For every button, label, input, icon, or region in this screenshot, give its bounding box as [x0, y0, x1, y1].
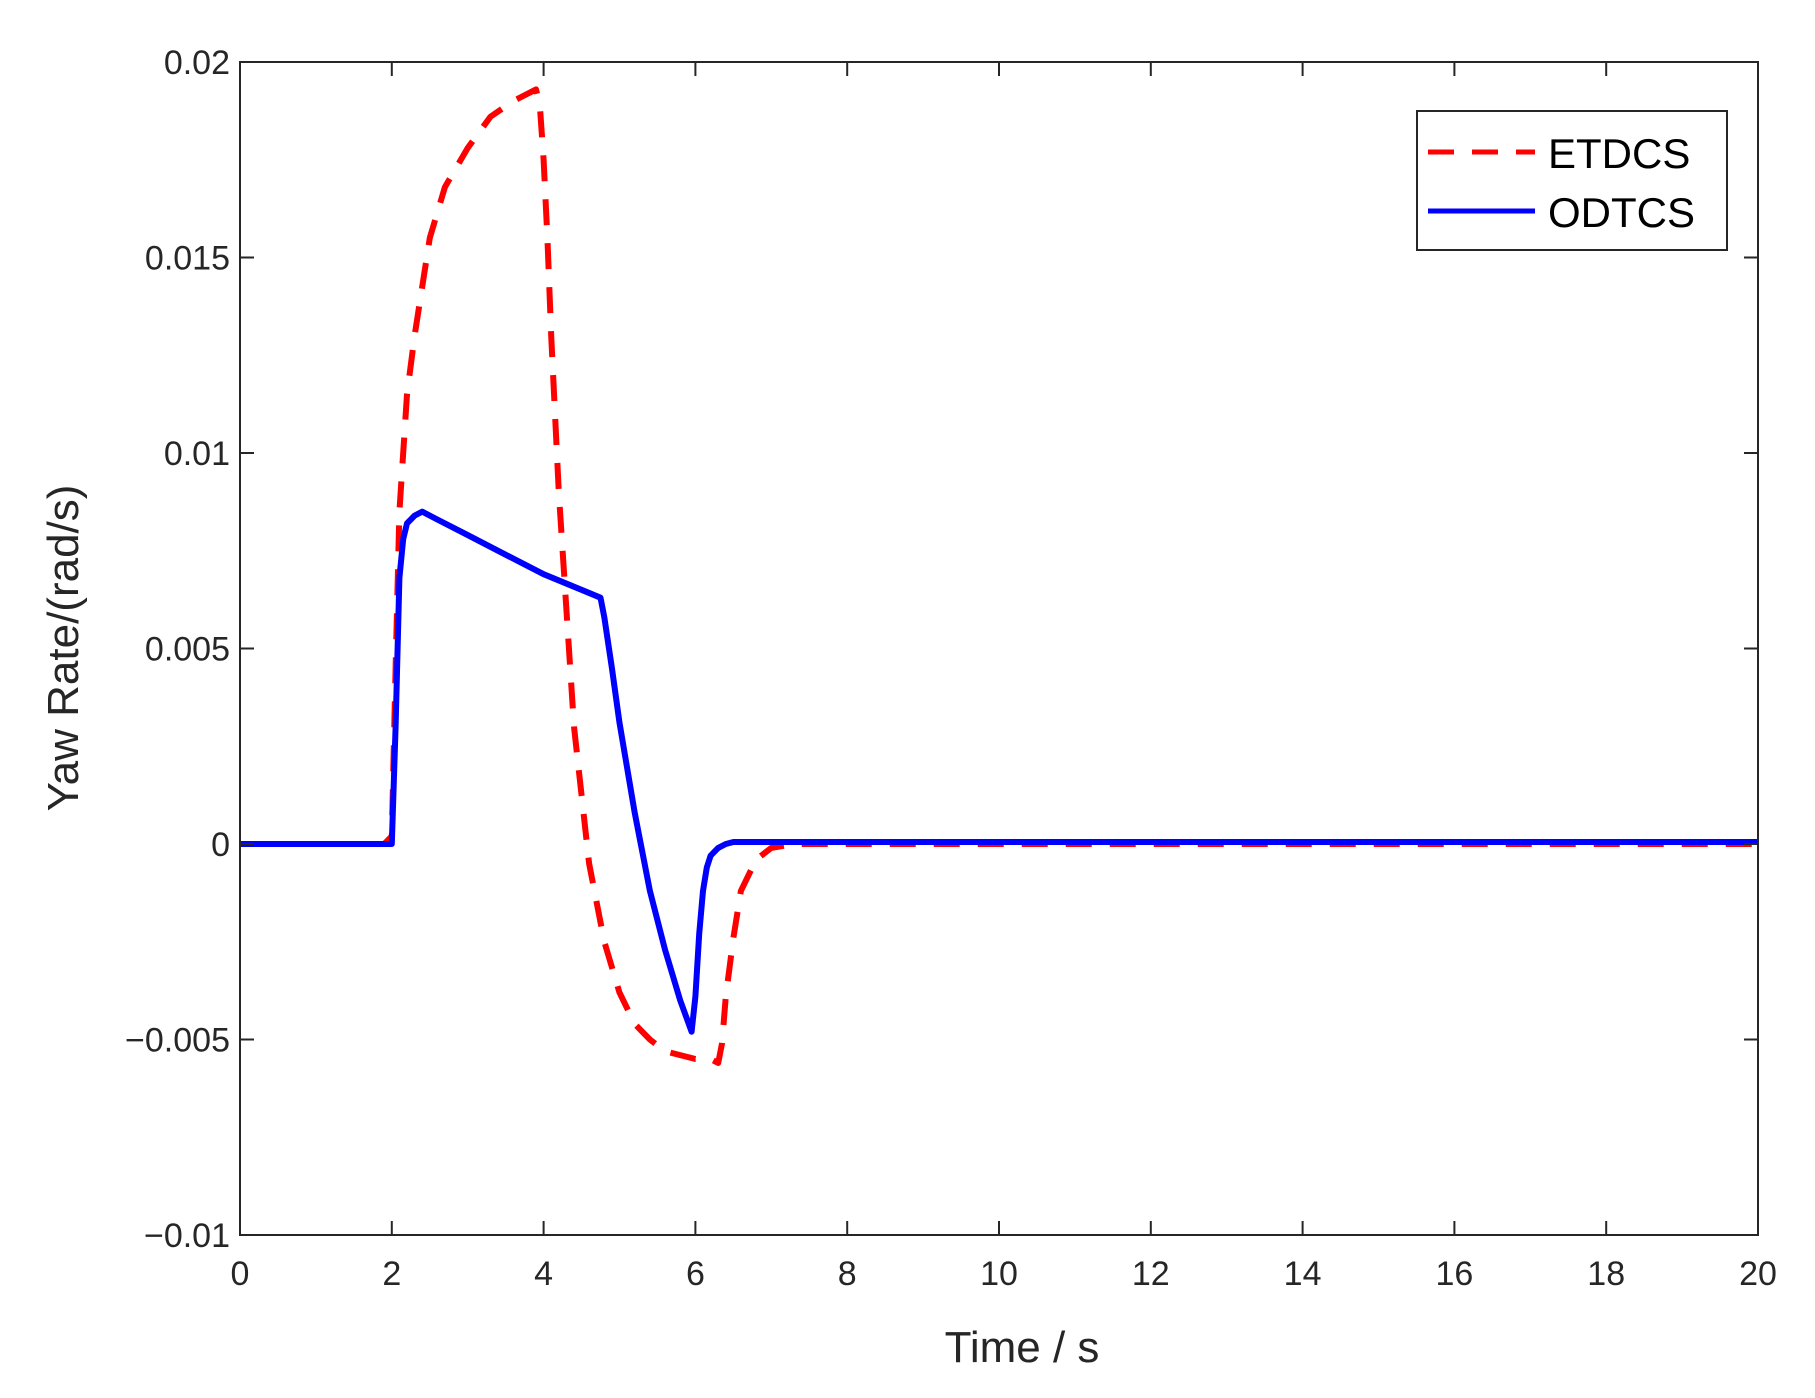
x-tick-label: 16 [1435, 1255, 1473, 1293]
legend: ETDCS ODTCS [1416, 110, 1728, 251]
y-axis-label: Yaw Rate/(rad/s) [39, 485, 88, 812]
x-tick-label: 0 [231, 1255, 250, 1293]
x-tick-label: 2 [382, 1255, 401, 1293]
x-axis-label: Time / s [945, 1323, 1100, 1372]
x-axis-ticks: 0 2 4 6 8 10 12 14 16 18 20 [231, 62, 1777, 1293]
y-tick-label: 0.005 [145, 631, 230, 669]
x-tick-label: 20 [1739, 1255, 1777, 1293]
x-tick-label: 10 [980, 1255, 1018, 1293]
legend-label-odtcs: ODTCS [1548, 189, 1695, 236]
y-tick-label: −0.01 [144, 1217, 230, 1255]
series-layer [240, 86, 1758, 1066]
x-tick-label: 14 [1284, 1255, 1322, 1293]
x-tick-label: 12 [1132, 1255, 1170, 1293]
legend-label-etdcs: ETDCS [1548, 130, 1690, 177]
series-line-odtcs [240, 508, 1758, 1035]
x-tick-label: 4 [534, 1255, 553, 1293]
y-tick-label: 0.01 [164, 435, 230, 473]
x-tick-label: 6 [686, 1255, 705, 1293]
y-tick-label: 0.02 [164, 44, 230, 82]
y-tick-label: 0 [211, 826, 230, 864]
y-tick-label: −0.005 [125, 1022, 230, 1060]
y-axis-ticks: −0.01 −0.005 0 0.005 0.01 0.015 0.02 [125, 44, 1758, 1255]
x-tick-label: 18 [1587, 1255, 1625, 1293]
x-tick-label: 8 [838, 1255, 857, 1293]
y-tick-label: 0.015 [145, 240, 230, 278]
legend-box [1416, 110, 1728, 251]
